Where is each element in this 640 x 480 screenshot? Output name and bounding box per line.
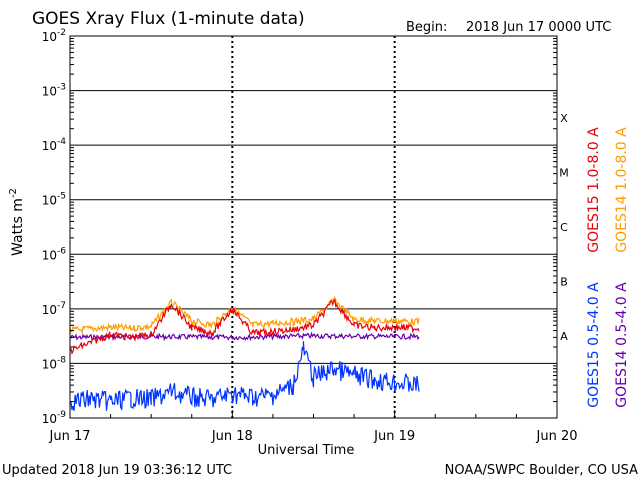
series-layer (69, 295, 420, 411)
y-tick-label: 10-4 (42, 137, 67, 153)
plot-frame (69, 35, 558, 419)
y-tick-label: 10-8 (42, 355, 67, 371)
footer-updated: Updated 2018 Jun 19 03:36:12 UTC (2, 463, 232, 478)
flare-class-label: B (560, 276, 568, 289)
flare-class-label: X (560, 112, 568, 125)
y-tick-label: 10-6 (42, 246, 67, 262)
series-line (69, 298, 420, 355)
series-line (69, 331, 420, 342)
flare-class-label: M (559, 166, 569, 179)
flare-class-label: A (560, 330, 568, 343)
grid-layer (70, 35, 557, 419)
legend-layer: GOES15 1.0-8.0 A GOES14 1.0-8.0 A GOES15 0… (586, 127, 630, 408)
y-axis-label-text: Watts m (10, 198, 26, 256)
series-line (69, 341, 420, 411)
legend-entry: GOES14 0.5-4.0 A (614, 282, 630, 408)
y-tick-label: 10-3 (42, 83, 66, 99)
y-axis-label: Watts m-2 (8, 188, 26, 256)
y-tick-label: 10-5 (42, 192, 66, 208)
y-tick-label: 10-2 (42, 28, 66, 44)
legend-entry: GOES15 0.5-4.0 A (586, 282, 602, 408)
legend-entry: GOES15 1.0-8.0 A (586, 127, 602, 253)
x-tick-label: Jun 20 (536, 429, 578, 444)
x-tick-label: Jun 19 (373, 429, 415, 444)
series-line (69, 295, 420, 335)
begin-value: 2018 Jun 17 0000 UTC (466, 20, 611, 35)
flare-class-layer: A B C M X (559, 112, 569, 343)
chart-title: GOES Xray Flux (1-minute data) (32, 9, 305, 29)
x-tick-label: Jun 18 (211, 429, 253, 444)
footer-credit: NOAA/SWPC Boulder, CO USA (445, 463, 638, 478)
y-axis-label-superscript: -2 (8, 188, 19, 198)
y-tick-label: 10-9 (42, 410, 67, 426)
x-tick-label: Jun 17 (49, 429, 91, 444)
begin-label: Begin: (406, 20, 447, 35)
legend-entry: GOES14 1.0-8.0 A (614, 127, 630, 253)
flare-class-label: C (560, 221, 568, 234)
x-axis-label: Universal Time (258, 443, 355, 458)
axis-layer: 10-9 10-8 10-7 10-6 10-5 10-4 10-3 10-2 Jun 17 Ju… (42, 28, 578, 444)
y-tick-label: 10-7 (42, 301, 66, 317)
